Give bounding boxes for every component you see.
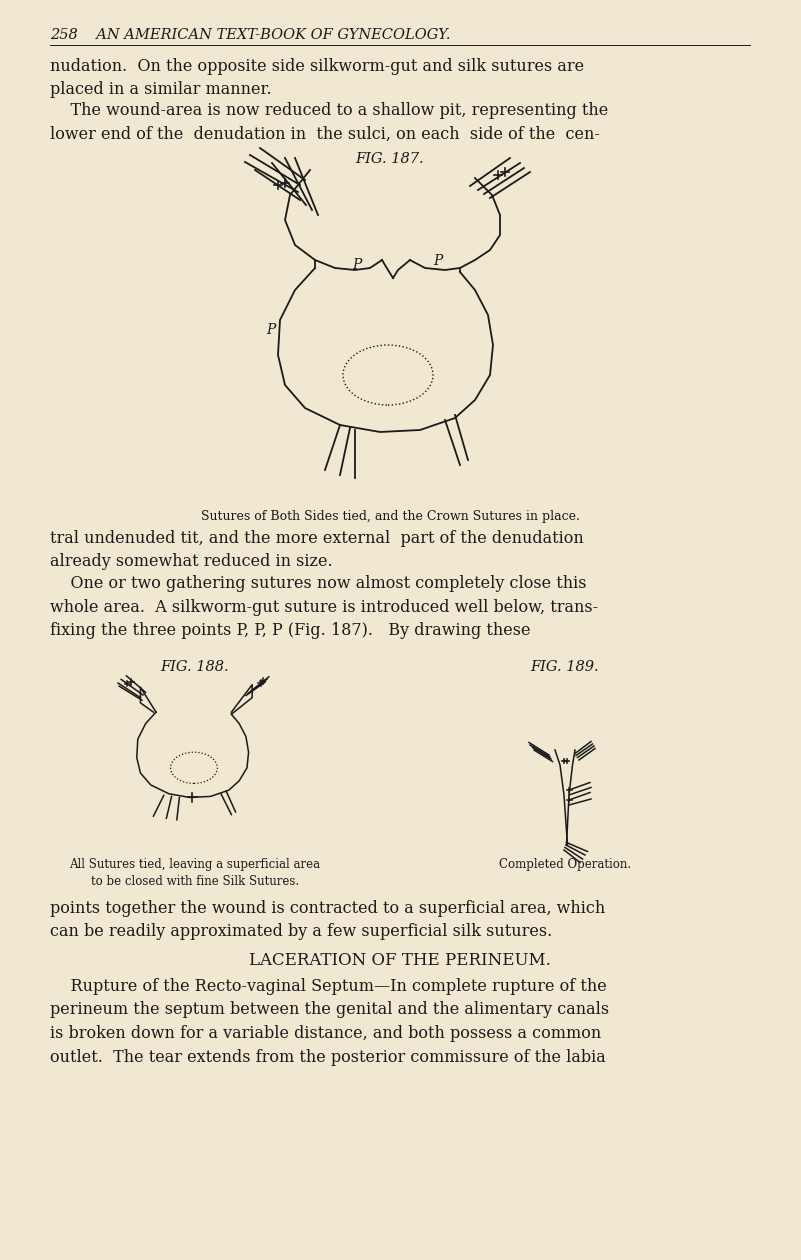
Text: All Sutures tied, leaving a superficial area
to be closed with fine Silk Sutures: All Sutures tied, leaving a superficial … <box>70 858 320 888</box>
Text: Completed Operation.: Completed Operation. <box>499 858 631 871</box>
Text: P: P <box>352 258 362 272</box>
Text: FIG. 187.: FIG. 187. <box>356 152 425 166</box>
Text: points together the wound is contracted to a superficial area, which
can be read: points together the wound is contracted … <box>50 900 606 940</box>
Text: P: P <box>433 255 442 268</box>
Text: P: P <box>267 323 276 336</box>
Text: 258    AN AMERICAN TEXT-BOOK OF GYNECOLOGY.: 258 AN AMERICAN TEXT-BOOK OF GYNECOLOGY. <box>50 28 450 42</box>
Text: LACERATION OF THE PERINEUM.: LACERATION OF THE PERINEUM. <box>249 953 551 969</box>
Text: tral undenuded tit, and the more external  part of the denudation
already somewh: tral undenuded tit, and the more externa… <box>50 530 584 571</box>
Text: One or two gathering sutures now almost completely close this
whole area.  A sil: One or two gathering sutures now almost … <box>50 575 598 639</box>
Text: Rupture of the Recto-vaginal Septum—In complete rupture of the
perineum the sept: Rupture of the Recto-vaginal Septum—In c… <box>50 978 609 1066</box>
Text: The wound-area is now reduced to a shallow pit, representing the
lower end of th: The wound-area is now reduced to a shall… <box>50 102 608 142</box>
Text: FIG. 189.: FIG. 189. <box>531 660 599 674</box>
Text: FIG. 188.: FIG. 188. <box>161 660 229 674</box>
Text: nudation.  On the opposite side silkworm-gut and silk sutures are
placed in a si: nudation. On the opposite side silkworm-… <box>50 58 584 98</box>
Text: Sutures of Both Sides tied, and the Crown Sutures in place.: Sutures of Both Sides tied, and the Crow… <box>200 510 579 523</box>
